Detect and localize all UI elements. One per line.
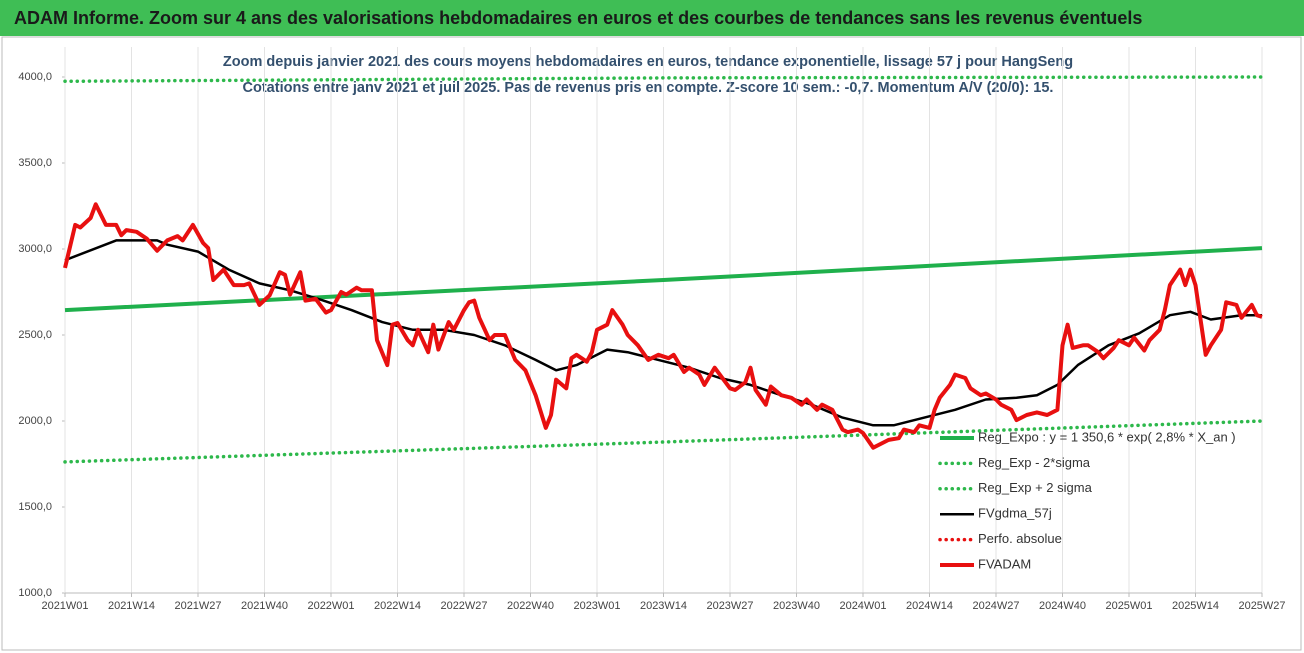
y-tick-label: 1000,0 xyxy=(18,587,52,599)
x-tick-label: 2022W27 xyxy=(440,600,487,612)
x-tick-label: 2022W01 xyxy=(307,600,354,612)
x-tick-label: 2022W40 xyxy=(507,600,554,612)
series-line xyxy=(63,419,1264,464)
chart-frame xyxy=(1,36,1302,651)
x-tick-label: 2023W40 xyxy=(773,600,820,612)
legend-label: Perfo. absolue xyxy=(978,531,1062,546)
series-line xyxy=(63,202,1263,450)
x-tick-label: 2025W27 xyxy=(1238,600,1285,612)
y-tick-label: 1500,0 xyxy=(18,501,52,513)
x-tick-label: 2023W01 xyxy=(573,600,620,612)
x-tick-label: 2025W14 xyxy=(1172,600,1219,612)
y-tick-label: 4000,0 xyxy=(18,71,52,83)
x-tick-label: 2023W27 xyxy=(706,600,753,612)
subtitle: Cotations entre janv 2021 et juil 2025. … xyxy=(243,80,1054,96)
x-tick-label: 2021W01 xyxy=(41,600,88,612)
x-tick-label: 2023W14 xyxy=(640,600,687,612)
legend-label: Reg_Exp - 2*sigma xyxy=(978,455,1091,470)
x-tick-label: 2022W14 xyxy=(374,600,421,612)
y-tick-label: 3500,0 xyxy=(18,157,52,169)
legend-label: Reg_Expo : y = 1 350,6 * exp( 2,8% * X_a… xyxy=(978,429,1236,444)
subtitle: Zoom depuis janvier 2021 des cours moyen… xyxy=(223,54,1073,70)
x-tick-label: 2024W40 xyxy=(1039,600,1086,612)
x-tick-label: 2024W14 xyxy=(906,600,953,612)
legend-label: FVADAM xyxy=(978,556,1031,571)
legend-label: FVgdma_57j xyxy=(978,506,1052,521)
y-tick-label: 3000,0 xyxy=(18,243,52,255)
y-tick-label: 2500,0 xyxy=(18,329,52,341)
series-line xyxy=(63,75,1264,84)
header-bar xyxy=(0,0,1304,36)
chart-title: ADAM Informe. Zoom sur 4 ans des valoris… xyxy=(14,8,1142,28)
x-tick-label: 2021W14 xyxy=(108,600,155,612)
legend-label: Reg_Exp + 2 sigma xyxy=(978,480,1093,495)
x-tick-label: 2025W01 xyxy=(1105,600,1152,612)
x-tick-label: 2021W40 xyxy=(241,600,288,612)
x-tick-label: 2024W01 xyxy=(839,600,886,612)
x-tick-label: 2024W27 xyxy=(972,600,1019,612)
y-tick-label: 2000,0 xyxy=(18,415,52,427)
x-tick-label: 2021W27 xyxy=(174,600,221,612)
